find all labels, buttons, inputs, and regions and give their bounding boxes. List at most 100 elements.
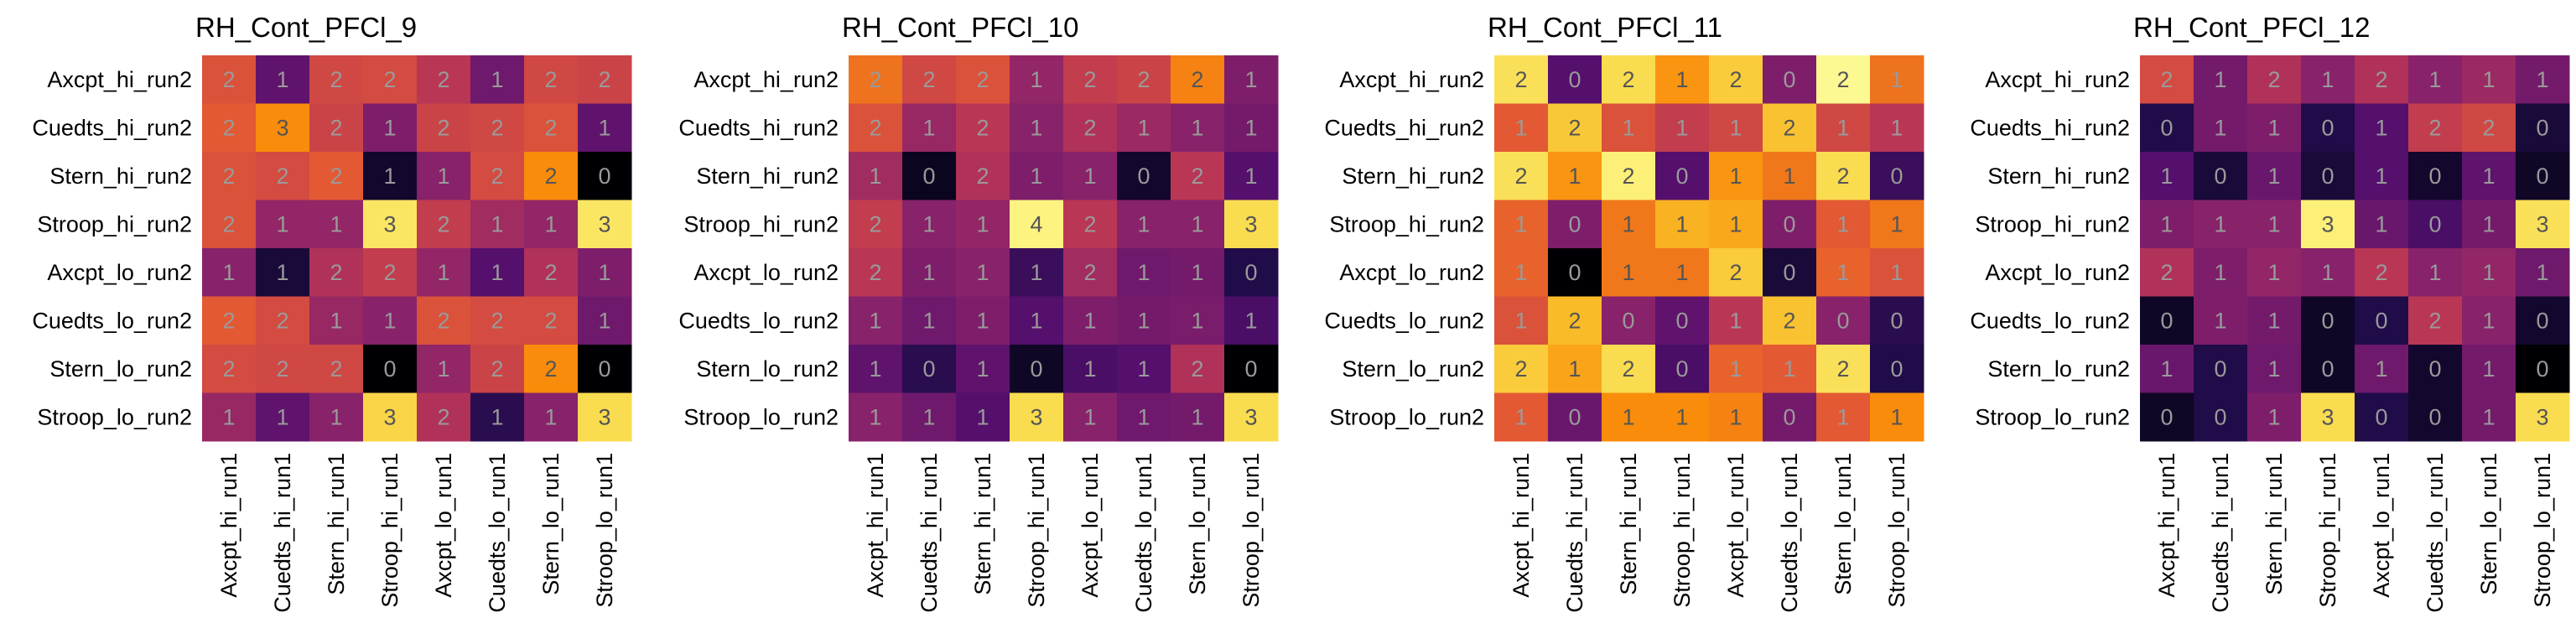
heatmap-cell bbox=[902, 55, 957, 104]
heatmap-cell bbox=[1655, 345, 1710, 393]
cell-label: 1 bbox=[598, 115, 610, 140]
cell-label: 1 bbox=[1030, 260, 1042, 285]
cell-label: 2 bbox=[437, 308, 449, 333]
cell-label: 1 bbox=[2482, 404, 2495, 429]
heatmap-cell bbox=[202, 248, 257, 297]
heatmap-cell bbox=[2516, 345, 2570, 393]
y-tick-label: Axcpt_hi_run2 bbox=[1985, 67, 2130, 92]
y-tick-label: Stroop_hi_run2 bbox=[1329, 211, 1484, 236]
heatmap-cell bbox=[1709, 248, 1763, 297]
cell-label: 0 bbox=[1622, 308, 1634, 333]
heatmap-cell bbox=[417, 345, 471, 393]
y-tick-label: Axcpt_hi_run2 bbox=[693, 67, 839, 92]
cell-label: 2 bbox=[544, 164, 557, 189]
heatmap-cell bbox=[417, 55, 471, 104]
heatmap-cell bbox=[1010, 103, 1064, 153]
heatmap-cell bbox=[1063, 152, 1118, 200]
heatmap-cell bbox=[1602, 248, 1656, 297]
heatmap-cell bbox=[1117, 55, 1171, 104]
y-tick-label: Axcpt_hi_run2 bbox=[47, 67, 192, 92]
cell-label: 2 bbox=[2428, 308, 2441, 333]
heatmap-cell bbox=[1548, 103, 1602, 153]
x-tick-label: Stroop_lo_run1 bbox=[2530, 453, 2555, 608]
x-tick-label: Axcpt_lo_run1 bbox=[431, 453, 456, 598]
cell-label: 0 bbox=[2375, 404, 2387, 429]
heatmap-cell bbox=[470, 55, 525, 104]
heatmap-cell bbox=[417, 296, 471, 345]
x-tick-label: Cuedts_lo_run1 bbox=[2423, 453, 2448, 613]
x-tick-label: Stroop_hi_run1 bbox=[1670, 453, 1695, 608]
cell-label: 1 bbox=[1836, 115, 1849, 140]
y-tick-label: Stern_hi_run2 bbox=[49, 164, 192, 189]
heatmap-cell bbox=[1494, 55, 1549, 104]
heatmap-cell bbox=[2516, 152, 2570, 200]
y-tick-label: Axcpt_lo_run2 bbox=[47, 260, 192, 285]
cell-label: 2 bbox=[330, 164, 342, 189]
heatmap-cell bbox=[1063, 392, 1118, 442]
heatmap-cell bbox=[2140, 248, 2194, 297]
heatmap-cell bbox=[1709, 152, 1763, 200]
cell-label: 1 bbox=[2536, 67, 2548, 92]
heatmap-cell bbox=[2355, 345, 2409, 393]
heatmap-cell bbox=[2194, 103, 2248, 153]
heatmap-cell bbox=[256, 392, 310, 442]
cell-label: 1 bbox=[1729, 115, 1742, 140]
cell-label: 1 bbox=[922, 308, 935, 333]
heatmap-cell bbox=[2301, 248, 2355, 297]
cell-label: 2 bbox=[544, 67, 557, 92]
x-tick-label: Cuedts_lo_run1 bbox=[1777, 453, 1802, 613]
heatmap-cell bbox=[256, 345, 310, 393]
cell-label: 1 bbox=[1890, 211, 1903, 236]
heatmap-cell bbox=[363, 55, 418, 104]
heatmap-cell bbox=[256, 200, 310, 249]
heatmap-cell bbox=[363, 392, 418, 442]
chart-title: RH_Cont_PFCl_11 bbox=[1488, 12, 1722, 43]
heatmap-cell bbox=[1171, 248, 1225, 297]
heatmap-cell bbox=[2140, 55, 2194, 104]
cell-label: 2 bbox=[1191, 67, 1203, 92]
cell-label: 2 bbox=[491, 356, 503, 382]
cell-label: 2 bbox=[276, 308, 288, 333]
cell-label: 1 bbox=[976, 404, 989, 429]
cell-label: 0 bbox=[1030, 356, 1042, 382]
heatmap-cell bbox=[1224, 248, 1279, 297]
cell-label: 1 bbox=[2267, 115, 2280, 140]
heatmap-cell bbox=[1224, 392, 1279, 442]
cell-label: 1 bbox=[1675, 115, 1688, 140]
heatmap-cell bbox=[417, 103, 471, 153]
heatmap-cell bbox=[202, 152, 257, 200]
y-tick-label: Cuedts_lo_run2 bbox=[678, 308, 839, 333]
cell-label: 1 bbox=[2482, 67, 2495, 92]
heatmap-cell bbox=[1010, 392, 1064, 442]
heatmap-cell bbox=[1763, 248, 1817, 297]
cell-label: 2 bbox=[1836, 164, 1849, 189]
heatmap-cell bbox=[1655, 152, 1710, 200]
y-tick-label: Stroop_hi_run2 bbox=[683, 211, 839, 236]
heatmap-cell bbox=[309, 152, 364, 200]
heatmap-cell bbox=[309, 248, 364, 297]
heatmap-cell bbox=[1010, 55, 1064, 104]
y-tick-label: Cuedts_lo_run2 bbox=[1970, 308, 2130, 333]
heatmap-cell bbox=[849, 55, 903, 104]
cell-label: 1 bbox=[869, 164, 881, 189]
heatmap-cell bbox=[956, 152, 1010, 200]
cell-label: 2 bbox=[330, 356, 342, 382]
heatmap-cell bbox=[1494, 392, 1549, 442]
heatmap-cell bbox=[309, 392, 364, 442]
cell-label: 0 bbox=[1890, 308, 1903, 333]
heatmap-cell bbox=[1171, 345, 1225, 393]
x-tick-label: Stroop_hi_run1 bbox=[377, 453, 402, 608]
heatmap-cell bbox=[1655, 103, 1710, 153]
cell-label: 0 bbox=[383, 356, 396, 382]
heatmap-cell bbox=[1816, 200, 1871, 249]
heatmap-cell bbox=[1655, 248, 1710, 297]
cell-label: 2 bbox=[222, 211, 235, 236]
heatmap-cell bbox=[309, 55, 364, 104]
heatmap-cell bbox=[1602, 200, 1656, 249]
cell-label: 1 bbox=[437, 356, 449, 382]
cell-label: 1 bbox=[491, 211, 503, 236]
cell-label: 1 bbox=[1244, 67, 1257, 92]
heatmap-cell bbox=[1171, 200, 1225, 249]
cell-label: 0 bbox=[922, 356, 935, 382]
cell-label: 0 bbox=[2536, 164, 2548, 189]
